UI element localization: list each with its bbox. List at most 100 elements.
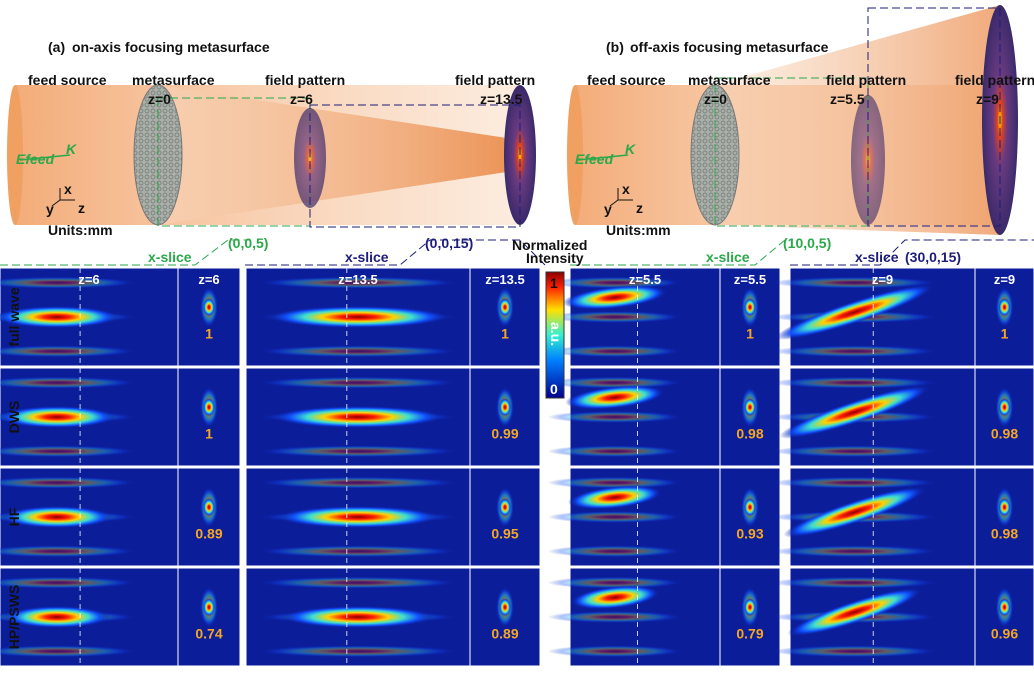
side-lobe — [257, 377, 459, 389]
axis: z — [636, 200, 643, 216]
focal-spot — [277, 506, 438, 528]
side-lobe — [548, 445, 683, 457]
z-spot — [499, 398, 511, 416]
panel-a-diagram — [7, 85, 536, 227]
efeed: Efeed — [16, 151, 55, 167]
slice-coords: (0,0,5) — [228, 235, 268, 251]
panel-label: (a) — [48, 39, 65, 55]
axis: z — [78, 200, 85, 216]
efficiency: 1 — [1001, 326, 1009, 342]
units: Units:mm — [48, 222, 113, 238]
label: z=9 — [976, 91, 999, 107]
slice-name: x-slice — [148, 249, 192, 265]
side-lobe — [548, 411, 683, 423]
side-lobe — [257, 445, 459, 457]
heatmap-cell: 0.96 — [772, 568, 1034, 666]
focal-spot — [282, 606, 434, 628]
efficiency: 0.74 — [195, 626, 222, 642]
panel-title: off-axis focusing metasurface — [630, 39, 829, 55]
side-lobe — [257, 545, 459, 557]
efficiency: 0.99 — [491, 426, 518, 442]
side-lobe — [548, 311, 683, 323]
label: feed source — [587, 72, 666, 88]
colorbar-min: 0 — [550, 381, 558, 397]
z-spot — [999, 398, 1011, 416]
efficiency: 0.79 — [736, 626, 763, 642]
heatmap-cell: 0.98 — [548, 368, 781, 466]
label: z=13.5 — [480, 91, 523, 107]
label: field pattern — [955, 72, 1034, 88]
axis: y — [46, 201, 54, 217]
z-spot — [499, 598, 511, 616]
slice-name: x-slice — [706, 249, 750, 265]
slice-coords: (10,0,5) — [783, 235, 831, 251]
side-lobe — [772, 545, 939, 557]
heatmap-cell: 0.99 — [246, 368, 540, 466]
heatmap-cell: 0.93 — [548, 468, 781, 566]
efficiency: 1 — [746, 326, 754, 342]
z-label: z=13.5 — [338, 272, 377, 287]
heatmap-cell: 0.89 — [246, 568, 540, 666]
focal-spot — [273, 406, 443, 428]
z-spot — [203, 498, 215, 516]
z-spot — [999, 498, 1011, 516]
z-label: z=5.5 — [629, 272, 661, 287]
label: feed source — [28, 72, 107, 88]
z-label: z=9 — [994, 272, 1015, 287]
row-label: full wave — [6, 287, 22, 346]
focal-spot — [268, 306, 447, 328]
axis: y — [604, 201, 612, 217]
efficiency: 0.96 — [991, 626, 1018, 642]
label: metasurface — [132, 72, 215, 88]
label: z=0 — [148, 91, 171, 107]
efficiency: 1 — [205, 326, 213, 342]
efficiency: 0.95 — [491, 526, 518, 542]
side-lobe — [257, 645, 459, 657]
side-lobe — [772, 345, 939, 357]
row-label: HF — [6, 507, 22, 526]
z-spot — [999, 598, 1011, 616]
side-lobe — [772, 445, 939, 457]
axis: x — [622, 181, 630, 197]
z-spot — [203, 598, 215, 616]
heatmap-cell: 0.95 — [246, 468, 540, 566]
z-spot — [499, 298, 511, 316]
efficiency: 0.98 — [736, 426, 763, 442]
colorbar-max: 1 — [550, 275, 558, 291]
efficiency: 0.89 — [491, 626, 518, 642]
label: metasurface — [688, 72, 771, 88]
z-spot — [744, 598, 756, 616]
side-lobe — [257, 477, 459, 489]
efficiency: 0.93 — [736, 526, 763, 542]
row-label: HP/PSWS — [6, 585, 22, 650]
side-lobe — [772, 645, 939, 657]
efficiency: 1 — [501, 326, 509, 342]
row-label: DWS — [6, 401, 22, 434]
z-label: z=9 — [872, 272, 893, 287]
side-lobe — [257, 345, 459, 357]
panel-title: on-axis focusing metasurface — [72, 39, 270, 55]
side-lobe — [257, 577, 459, 589]
efficiency: 0.98 — [991, 426, 1018, 442]
z-spot — [203, 398, 215, 416]
side-lobe — [548, 645, 683, 657]
z-spot — [744, 298, 756, 316]
z-label: z=5.5 — [734, 272, 766, 287]
z-spot — [744, 498, 756, 516]
k: K — [625, 141, 636, 157]
heatmap-cell: 0.74 — [0, 568, 240, 666]
z-spot — [203, 298, 215, 316]
side-lobe — [548, 345, 683, 357]
z-label: z=13.5 — [485, 272, 524, 287]
slice-coords: (0,0,15) — [425, 235, 473, 251]
units: Units:mm — [606, 222, 671, 238]
axis: x — [64, 181, 72, 197]
heatmap-cell: 0.79 — [548, 568, 781, 666]
efficiency: 0.98 — [991, 526, 1018, 542]
slice-name: x-slice — [855, 249, 899, 265]
side-lobe — [548, 511, 683, 523]
z-spot — [999, 298, 1011, 316]
label: z=6 — [290, 91, 313, 107]
